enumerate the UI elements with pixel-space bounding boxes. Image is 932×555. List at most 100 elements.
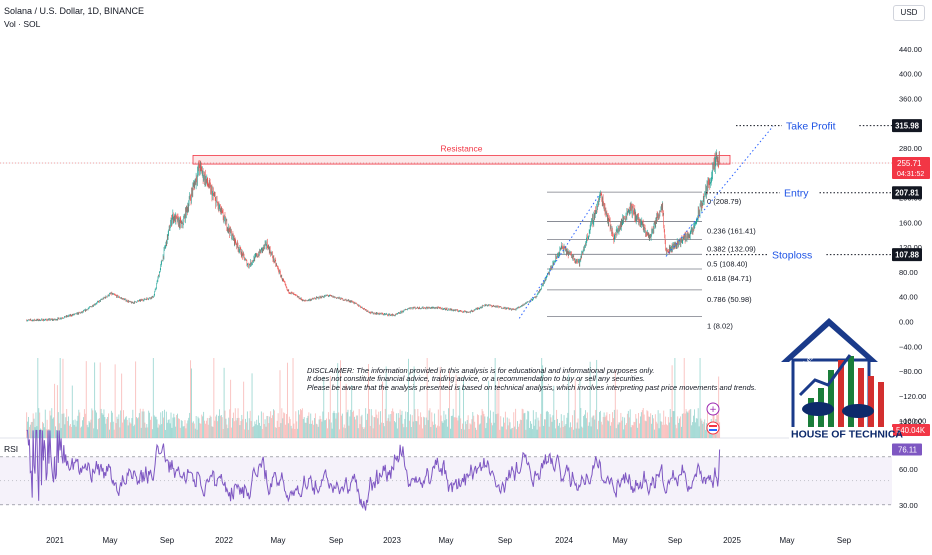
volume-bar <box>595 409 597 438</box>
volume-bar <box>454 417 456 438</box>
volume-bar <box>549 414 551 438</box>
time-tick-label: Sep <box>160 536 175 545</box>
volume-bar <box>580 408 582 438</box>
volume-bar <box>268 423 270 438</box>
volume-bar <box>555 428 557 438</box>
volume-bar <box>171 427 173 438</box>
volume-bar <box>348 425 350 438</box>
volume-bar <box>45 429 47 438</box>
time-tick-label: 2021 <box>46 536 64 545</box>
price-axis[interactable]: 440.00400.00360.00280.00240.00200.00160.… <box>0 45 930 436</box>
volume-bar <box>189 412 191 438</box>
volume-bar <box>497 413 499 438</box>
volume-bar <box>283 412 285 438</box>
volume-bar <box>123 410 124 438</box>
volume-bar <box>591 417 593 438</box>
volume-bar <box>522 409 524 438</box>
volume-bar <box>696 418 698 438</box>
time-axis[interactable]: 2021 May Sep 2022 May Sep 2023 May Sep 2024 May Sep… <box>46 536 852 545</box>
volume-bar <box>561 420 563 438</box>
volume-bar <box>69 424 71 438</box>
volume-bar <box>472 411 474 438</box>
level-price-tag-label: 207.81 <box>895 189 920 198</box>
volume-bar <box>287 423 289 438</box>
volume-bar <box>86 424 88 438</box>
volume-bar <box>531 423 532 438</box>
volume-bar <box>571 415 573 438</box>
resistance-zone[interactable]: Resistance <box>192 143 731 165</box>
volume-bar <box>494 358 496 438</box>
volume-bar <box>251 373 253 438</box>
rsi-pane: RSI 100.00 60.00 30.00 76.11 <box>0 417 922 511</box>
volume-bar <box>278 426 280 438</box>
volume-bar <box>686 411 688 438</box>
volume-bar <box>677 416 679 438</box>
volume-bar <box>659 413 661 438</box>
volume-bar <box>430 427 432 438</box>
volume-bar <box>473 415 475 438</box>
volume-bar <box>411 415 413 438</box>
volume-bar <box>656 423 658 438</box>
volume-bar <box>126 419 128 438</box>
volume-bar <box>44 409 46 438</box>
volume-bar <box>51 408 53 438</box>
volume-bar <box>368 409 370 438</box>
volume-bar <box>34 427 36 438</box>
volume-bar <box>517 421 518 438</box>
volume-bar <box>96 429 98 438</box>
volume-bar <box>680 416 681 438</box>
volume-bar <box>651 423 653 438</box>
volume-bar <box>124 417 126 438</box>
volume-bar <box>301 408 303 438</box>
volume-bar <box>386 420 388 438</box>
volume-bar <box>73 424 75 438</box>
volume-bar <box>133 426 135 438</box>
volume-bar <box>156 419 158 438</box>
price-tick-label: 280.00 <box>899 144 922 153</box>
volume-bar <box>324 420 326 438</box>
volume-bar <box>340 360 341 438</box>
volume-bar <box>130 423 132 438</box>
volume-bar <box>312 420 314 438</box>
volume-bar <box>545 411 547 438</box>
volume-bar <box>277 413 279 438</box>
volume-bar <box>30 422 32 438</box>
volume-bar <box>148 410 150 438</box>
volume-bar <box>302 418 304 438</box>
volume-bar <box>70 426 72 438</box>
volume-bar <box>200 423 202 438</box>
price-tick-label: 40.00 <box>899 293 918 302</box>
volume-bar <box>311 423 313 438</box>
volume-bar <box>425 417 427 438</box>
volume-bar <box>269 416 271 438</box>
volume-bar <box>644 420 646 438</box>
volume-bar <box>212 426 214 438</box>
volume-bar <box>202 416 204 438</box>
volume-bar <box>43 427 45 438</box>
logo-arrow <box>798 354 852 397</box>
volume-bar <box>322 411 324 438</box>
volume-bar <box>341 413 343 438</box>
volume-bar <box>296 421 298 438</box>
volume-bar <box>520 420 522 438</box>
volume-bar <box>59 358 61 438</box>
volume-bar <box>500 416 502 438</box>
fib-level-label: 0.382 (132.09) <box>707 245 756 254</box>
volume-bar <box>674 358 676 438</box>
volume-bar <box>705 429 707 438</box>
volume-bar <box>262 412 264 438</box>
volume-bar <box>119 427 121 438</box>
volume-bar <box>180 420 182 438</box>
currency-selector[interactable]: USD <box>893 5 925 21</box>
volume-bar <box>114 364 116 438</box>
volume-bar <box>627 410 629 438</box>
trendlines[interactable] <box>518 125 774 319</box>
volume-bar <box>162 411 164 438</box>
trade-levels[interactable]: Take Profit Entry Stoploss <box>706 121 892 262</box>
volume-bar <box>653 418 654 438</box>
volume-bar <box>250 421 252 438</box>
rsi-band <box>0 456 892 505</box>
volume-bar <box>110 410 112 438</box>
